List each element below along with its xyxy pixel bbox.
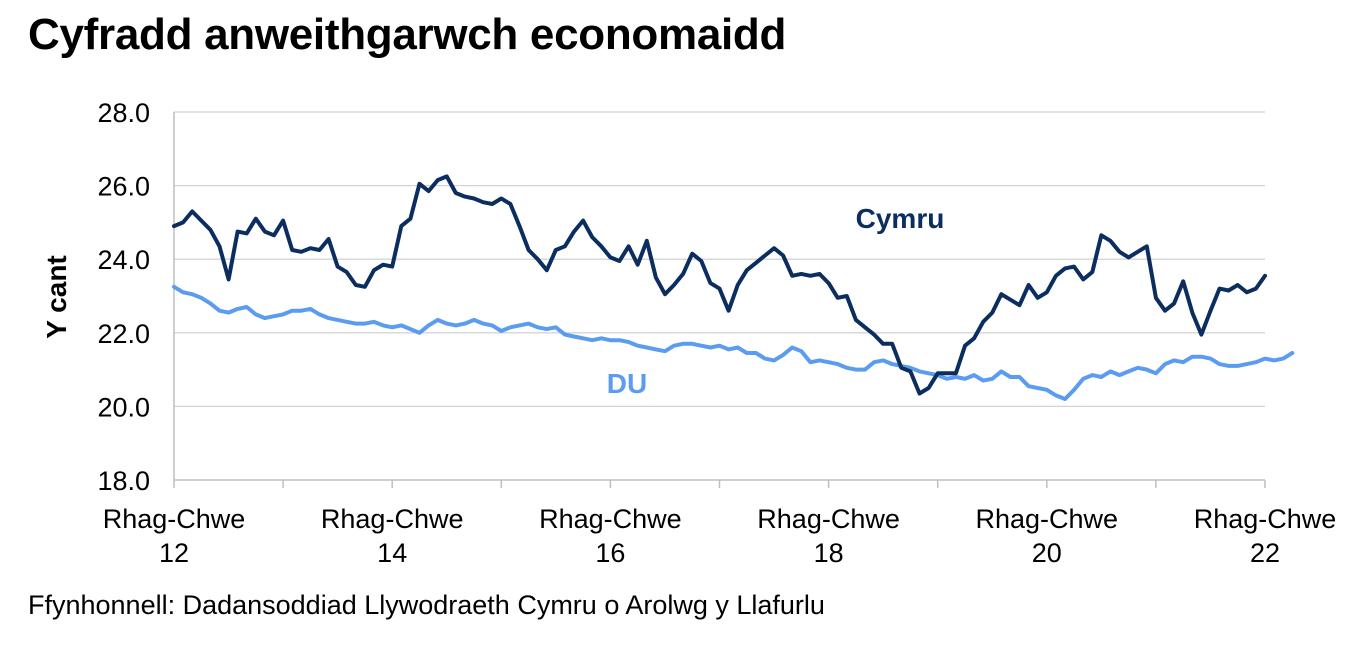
y-axis-label: Y cant — [41, 255, 72, 339]
x-tick-label: 12 — [159, 538, 189, 568]
y-tick-label: 18.0 — [97, 466, 150, 496]
gridlines — [174, 111, 1265, 408]
source-note: Ffynhonnell: Dadansoddiad Llywodraeth Cy… — [28, 590, 825, 620]
series-lines — [172, 174, 1295, 401]
series-line-cymru — [172, 174, 1267, 396]
x-tick-label: Rhag-Chwe — [103, 504, 246, 534]
series-line-du — [172, 284, 1295, 401]
x-tick-label: 16 — [595, 538, 625, 568]
x-tick-label: 18 — [814, 538, 844, 568]
x-tick-label: Rhag-Chwe — [757, 504, 900, 534]
x-tick-label: Rhag-Chwe — [1194, 504, 1337, 534]
x-tick-label: 22 — [1250, 538, 1280, 568]
series-label-du: DU — [607, 368, 647, 399]
x-tick-label: 14 — [377, 538, 407, 568]
y-tick-label: 24.0 — [97, 245, 150, 275]
x-tick-label: 20 — [1032, 538, 1062, 568]
y-tick-label: 28.0 — [97, 98, 150, 128]
x-tick-label: Rhag-Chwe — [976, 504, 1119, 534]
axes: 18.0 20.0 22.0 24.0 26.0 28.0 Rhag-Chwe 12 Rhag-… — [97, 98, 1336, 568]
y-tick-label: 22.0 — [97, 319, 150, 349]
series-labels: Cymru DU — [607, 203, 945, 399]
x-tick-label: Rhag-Chwe — [321, 504, 464, 534]
series-label-cymru: Cymru — [856, 203, 945, 234]
y-tick-label: 20.0 — [97, 392, 150, 422]
chart-title: Cyfradd anweithgarwch economaidd — [28, 10, 787, 59]
y-tick-label: 26.0 — [97, 172, 150, 202]
x-tick-label: Rhag-Chwe — [539, 504, 682, 534]
